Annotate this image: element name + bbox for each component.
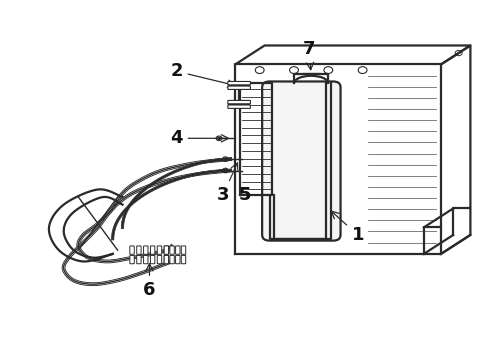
Circle shape [218, 137, 220, 139]
Text: 1: 1 [331, 211, 364, 244]
FancyBboxPatch shape [150, 255, 155, 264]
FancyBboxPatch shape [164, 246, 169, 254]
FancyBboxPatch shape [175, 246, 180, 254]
FancyBboxPatch shape [181, 246, 186, 254]
Circle shape [224, 170, 227, 172]
FancyBboxPatch shape [164, 255, 169, 264]
Circle shape [224, 158, 227, 160]
FancyBboxPatch shape [228, 81, 250, 85]
FancyBboxPatch shape [175, 255, 180, 264]
Text: 4: 4 [170, 129, 228, 147]
FancyBboxPatch shape [228, 86, 250, 89]
FancyBboxPatch shape [137, 255, 141, 264]
FancyBboxPatch shape [170, 255, 174, 264]
FancyBboxPatch shape [228, 100, 250, 104]
Text: 7: 7 [302, 40, 315, 70]
FancyBboxPatch shape [144, 255, 148, 264]
Text: 6: 6 [143, 264, 156, 299]
Text: 5: 5 [239, 186, 251, 204]
FancyBboxPatch shape [181, 255, 186, 264]
FancyBboxPatch shape [157, 246, 162, 254]
FancyBboxPatch shape [130, 255, 134, 264]
FancyBboxPatch shape [144, 246, 148, 254]
FancyBboxPatch shape [262, 81, 341, 240]
Text: 3: 3 [217, 163, 238, 204]
FancyBboxPatch shape [137, 246, 141, 254]
Text: 2: 2 [170, 62, 235, 87]
FancyBboxPatch shape [150, 246, 155, 254]
FancyBboxPatch shape [130, 246, 134, 254]
FancyBboxPatch shape [228, 105, 250, 108]
FancyBboxPatch shape [157, 255, 162, 264]
FancyBboxPatch shape [170, 246, 174, 254]
FancyBboxPatch shape [164, 255, 169, 264]
FancyBboxPatch shape [164, 246, 169, 254]
